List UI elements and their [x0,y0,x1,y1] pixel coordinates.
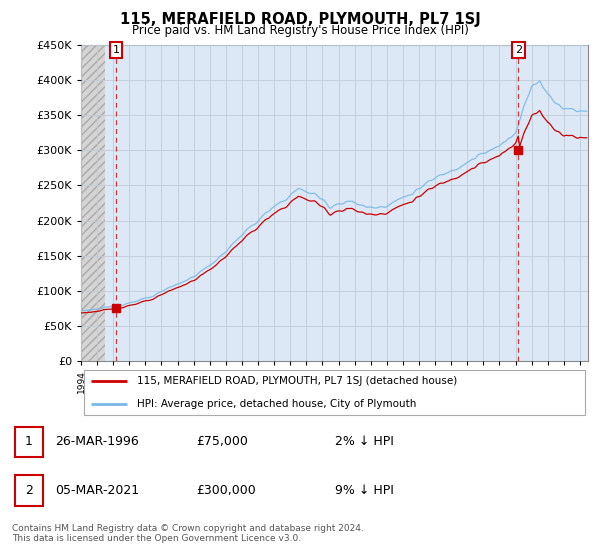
Text: £300,000: £300,000 [196,484,256,497]
Text: Price paid vs. HM Land Registry's House Price Index (HPI): Price paid vs. HM Land Registry's House … [131,24,469,37]
Bar [81,45,105,361]
Text: 2% ↓ HPI: 2% ↓ HPI [335,435,394,449]
Text: £75,000: £75,000 [196,435,248,449]
FancyBboxPatch shape [15,427,43,457]
FancyBboxPatch shape [83,370,586,415]
Text: 115, MERAFIELD ROAD, PLYMOUTH, PL7 1SJ (detached house): 115, MERAFIELD ROAD, PLYMOUTH, PL7 1SJ (… [137,376,457,386]
Text: 115, MERAFIELD ROAD, PLYMOUTH, PL7 1SJ: 115, MERAFIELD ROAD, PLYMOUTH, PL7 1SJ [119,12,481,27]
Text: 9% ↓ HPI: 9% ↓ HPI [335,484,394,497]
Text: 2: 2 [25,484,32,497]
Text: 05-MAR-2021: 05-MAR-2021 [55,484,139,497]
Text: 26-MAR-1996: 26-MAR-1996 [55,435,139,449]
Text: 1: 1 [25,435,32,449]
Text: HPI: Average price, detached house, City of Plymouth: HPI: Average price, detached house, City… [137,399,416,409]
Text: 1: 1 [113,45,119,55]
Text: Contains HM Land Registry data © Crown copyright and database right 2024.
This d: Contains HM Land Registry data © Crown c… [12,524,364,543]
Text: 2: 2 [515,45,522,55]
FancyBboxPatch shape [15,475,43,506]
